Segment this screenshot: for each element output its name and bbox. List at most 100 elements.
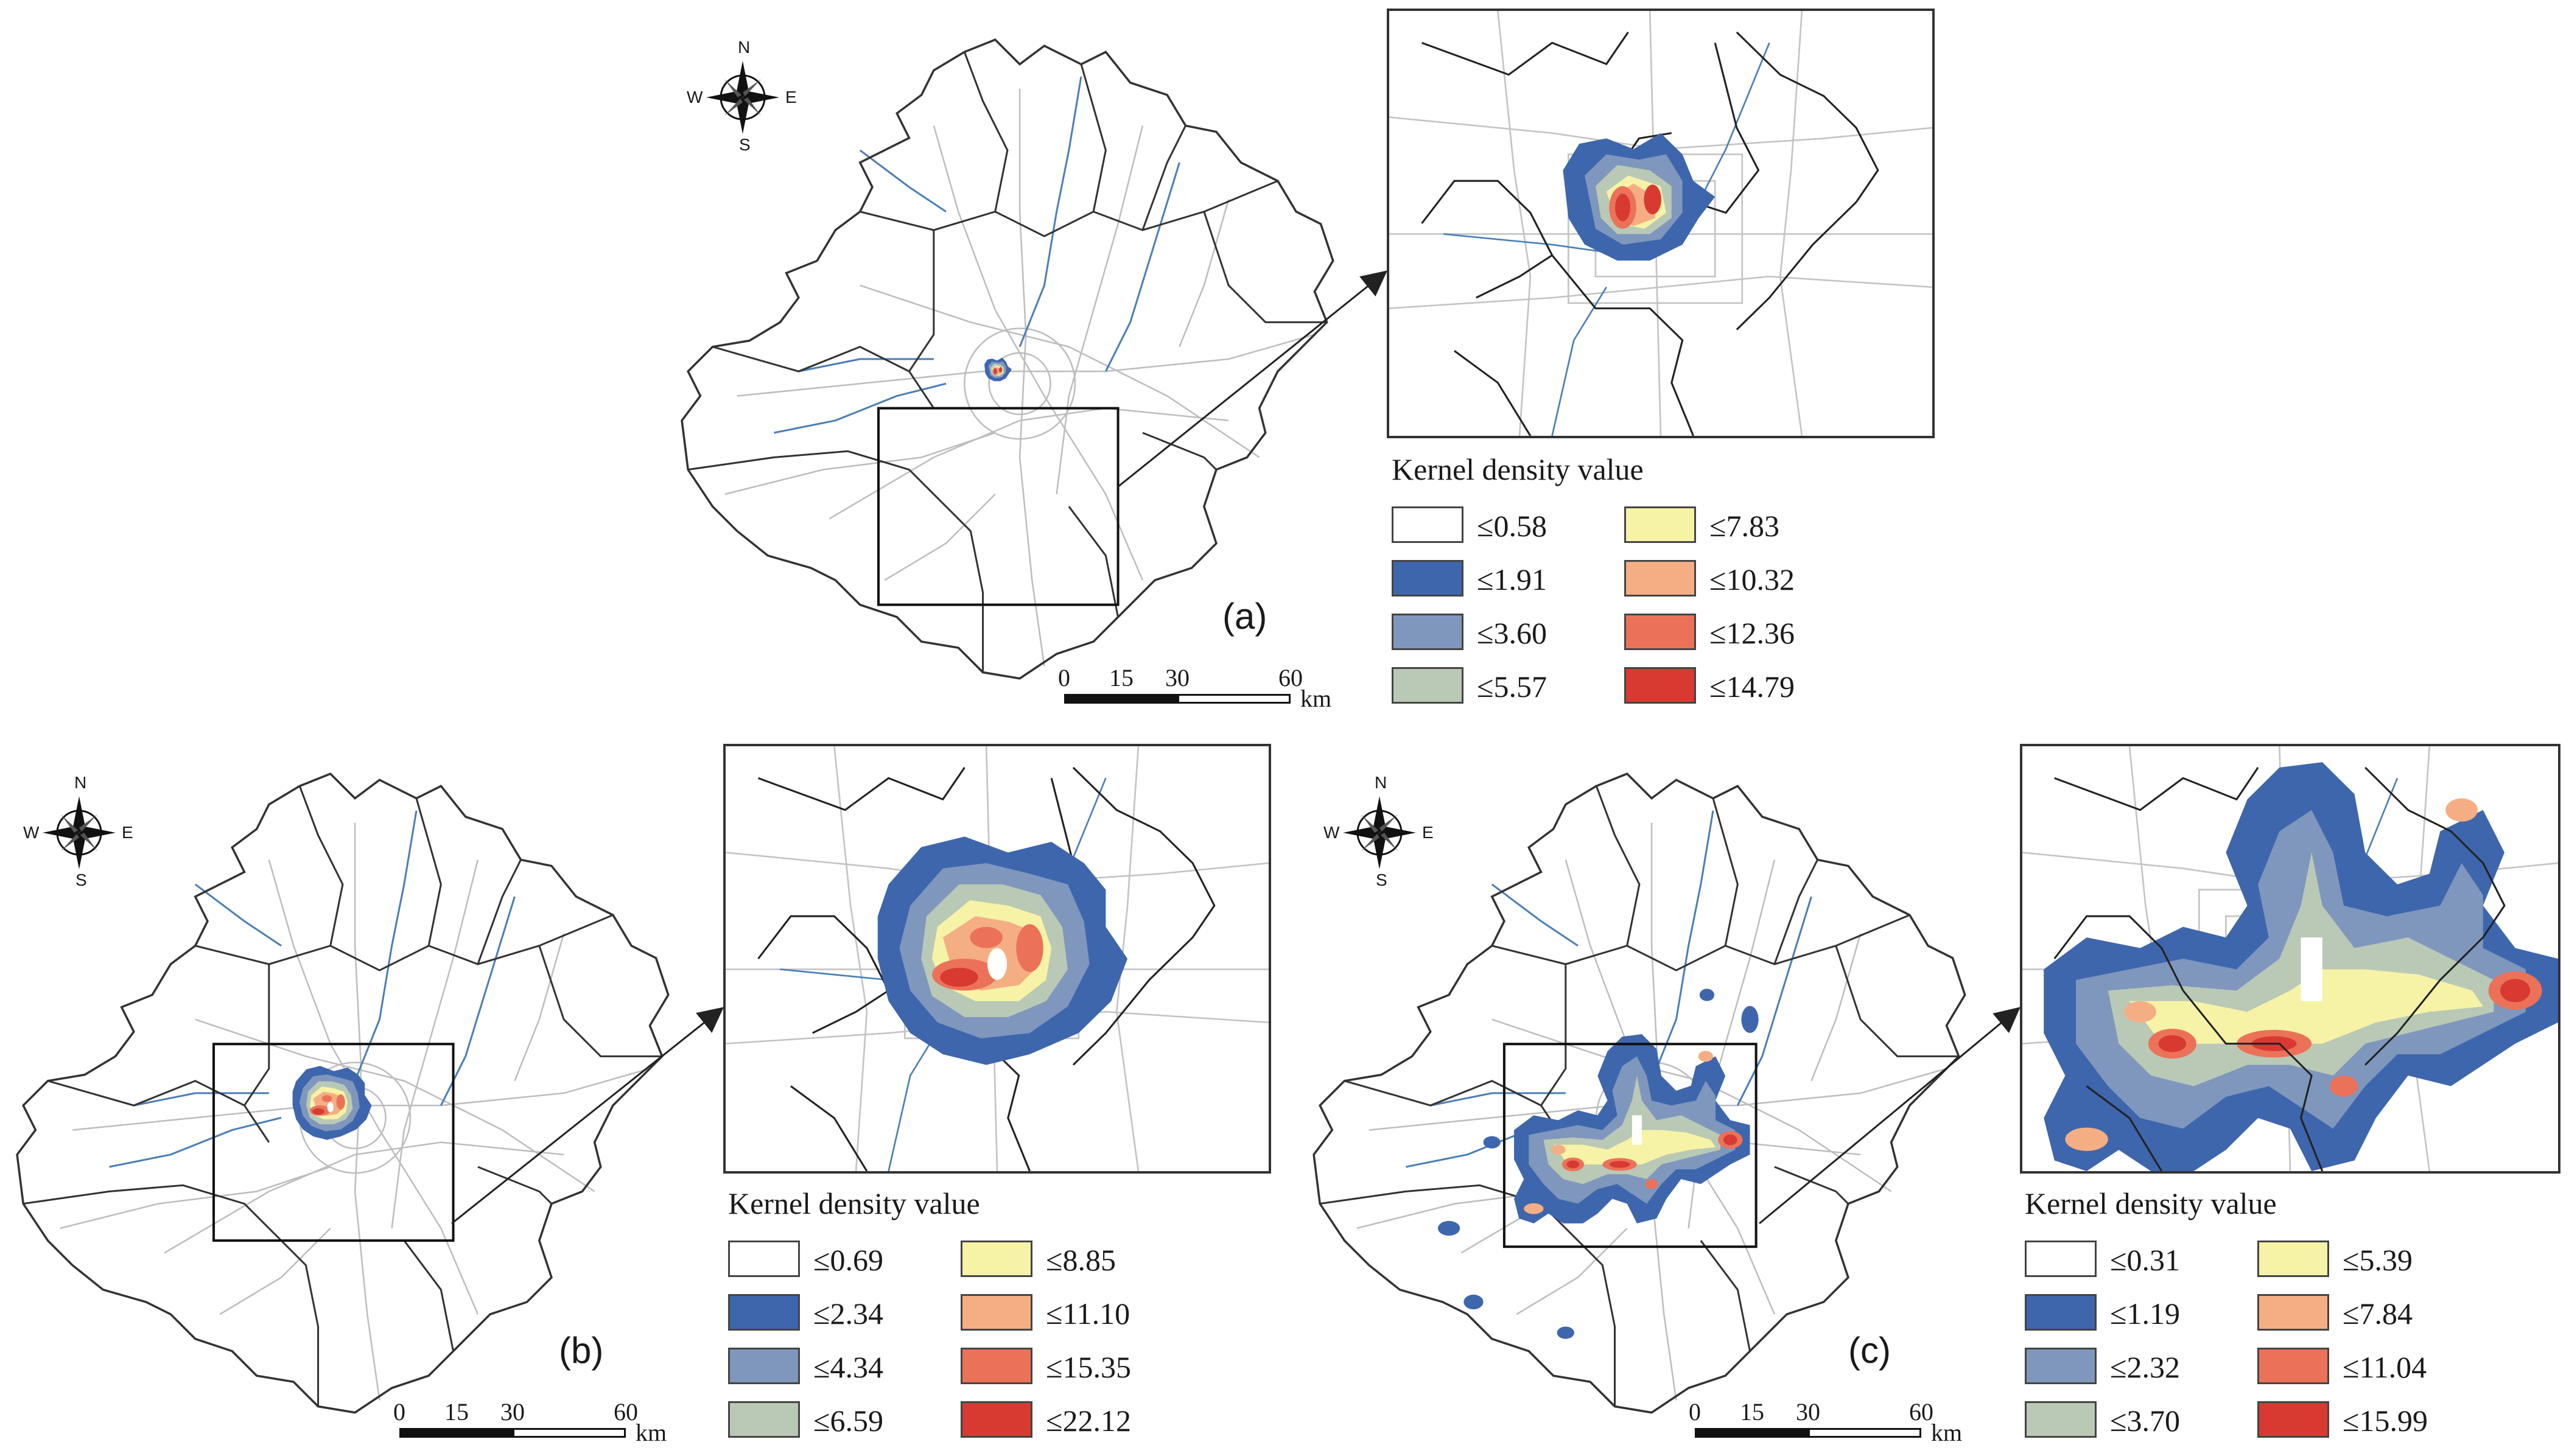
legend-swatch — [1624, 506, 1696, 543]
legend-label: ≤15.99 — [2343, 1404, 2428, 1438]
legend-swatch — [2257, 1348, 2329, 1384]
legend-label: ≤6.59 — [813, 1404, 883, 1438]
scale-tick: 30 — [1165, 664, 1190, 691]
legend-swatch — [961, 1241, 1032, 1277]
compass-s: S — [75, 870, 87, 889]
beijing-map-c — [1308, 758, 1983, 1440]
legend-label: ≤2.34 — [813, 1297, 883, 1331]
legend-swatch — [1392, 506, 1463, 543]
legend-swatch — [2025, 1401, 2097, 1438]
compass-a: N S W E — [687, 38, 797, 164]
scale-tick: 60 — [614, 1398, 638, 1426]
scale-tick: 15 — [444, 1398, 469, 1426]
panel-label-a: (a) — [1222, 596, 1267, 637]
legend-label: ≤2.32 — [2110, 1350, 2180, 1384]
legend-swatch — [728, 1348, 800, 1384]
compass-rose-icon — [1343, 796, 1416, 869]
legend-label: ≤0.69 — [813, 1243, 883, 1277]
legend-label: ≤15.35 — [1046, 1350, 1131, 1384]
compass-rose-icon — [706, 61, 779, 134]
scale-unit: km — [1300, 685, 1332, 712]
compass-e: E — [122, 823, 133, 842]
legend-label: ≤1.91 — [1477, 562, 1547, 597]
compass-e: E — [1422, 823, 1434, 842]
compass-rose-icon — [43, 796, 116, 869]
legend-swatch — [1624, 560, 1696, 597]
scale-segment — [1064, 694, 1177, 704]
scale-tick: 30 — [1796, 1398, 1820, 1426]
legend-label: ≤14.79 — [1709, 670, 1795, 704]
legend-label: ≤4.34 — [813, 1350, 883, 1384]
scale-segment — [513, 1428, 626, 1438]
scale-segment — [1808, 1428, 1921, 1438]
scale-tick: 60 — [1909, 1398, 1933, 1426]
legend-a: Kernel density value ≤0.58 ≤1.91 ≤3.60 ≤… — [1392, 452, 1940, 707]
scale-bar-c: 0 15 30 60 km — [1689, 1398, 1987, 1452]
legend-swatch — [2257, 1241, 2329, 1277]
compass-w: W — [1323, 823, 1340, 842]
legend-swatch — [2257, 1294, 2329, 1331]
legend-label: ≤5.39 — [2343, 1243, 2413, 1277]
legend-label: ≤0.31 — [2110, 1243, 2180, 1277]
legend-label: ≤11.04 — [2343, 1350, 2427, 1384]
legend-title: Kernel density value — [2025, 1186, 2277, 1220]
inset-map-b — [723, 744, 1271, 1174]
scale-segment — [399, 1428, 513, 1438]
legend-swatch — [728, 1401, 800, 1438]
legend-swatch — [2257, 1401, 2329, 1438]
zoom-extent-c — [1502, 1043, 1758, 1248]
legend-swatch — [1624, 667, 1696, 704]
beijing-map-a — [676, 24, 1351, 706]
legend-label: ≤12.36 — [1709, 616, 1795, 650]
scale-tick: 60 — [1278, 664, 1303, 691]
panel-label-b: (b) — [559, 1330, 604, 1371]
zoom-extent-a — [877, 407, 1120, 606]
compass-c: N S W E — [1323, 773, 1434, 900]
legend-label: ≤8.85 — [1046, 1243, 1116, 1277]
scale-tick: 0 — [393, 1398, 405, 1426]
legend-swatch — [2025, 1241, 2097, 1277]
legend-label: ≤10.32 — [1709, 562, 1795, 597]
scale-unit: km — [1931, 1419, 1963, 1446]
legend-title: Kernel density value — [728, 1186, 980, 1220]
scale-unit: km — [636, 1419, 667, 1446]
compass-w: W — [23, 823, 40, 842]
inset-map-a — [1387, 9, 1935, 438]
legend-label: ≤3.70 — [2110, 1404, 2180, 1438]
panel-label-c: (c) — [1848, 1330, 1891, 1371]
compass-e: E — [785, 88, 797, 107]
scale-tick: 15 — [1740, 1398, 1764, 1426]
scale-tick: 0 — [1058, 664, 1070, 691]
compass-b: N S W E — [23, 773, 134, 900]
legend-swatch — [1392, 667, 1463, 704]
legend-label: ≤11.10 — [1046, 1297, 1130, 1331]
compass-n: N — [1375, 773, 1387, 792]
legend-label: ≤7.84 — [2343, 1297, 2413, 1331]
legend-swatch — [961, 1401, 1032, 1438]
legend-label: ≤7.83 — [1709, 509, 1779, 543]
compass-n: N — [738, 38, 751, 57]
scale-segment — [1177, 694, 1291, 704]
legend-swatch — [2025, 1294, 2097, 1331]
compass-s: S — [1376, 870, 1387, 889]
scale-segment — [1695, 1428, 1808, 1438]
scale-bar-b: 0 15 30 60 km — [393, 1398, 692, 1452]
scale-bar-a: 0 15 30 60 km — [1058, 663, 1356, 718]
legend-label: ≤5.57 — [1477, 670, 1547, 704]
legend-c: Kernel density value ≤0.31 ≤1.19 ≤2.32 ≤… — [2025, 1186, 2560, 1441]
legend-b: Kernel density value ≤0.69 ≤2.34 ≤4.34 ≤… — [728, 1186, 1276, 1441]
legend-swatch — [1392, 560, 1463, 597]
legend-label: ≤22.12 — [1046, 1404, 1131, 1438]
legend-swatch — [728, 1241, 800, 1277]
scale-tick: 15 — [1109, 664, 1134, 691]
inset-map-c — [2020, 744, 2560, 1174]
compass-s: S — [739, 135, 751, 154]
compass-w: W — [687, 88, 703, 107]
legend-label: ≤1.19 — [2110, 1297, 2180, 1331]
legend-swatch — [728, 1294, 800, 1331]
legend-swatch — [2025, 1348, 2097, 1384]
scale-tick: 0 — [1689, 1398, 1701, 1426]
legend-swatch — [961, 1348, 1032, 1384]
legend-label: ≤0.58 — [1477, 509, 1547, 543]
legend-swatch — [1624, 614, 1696, 650]
